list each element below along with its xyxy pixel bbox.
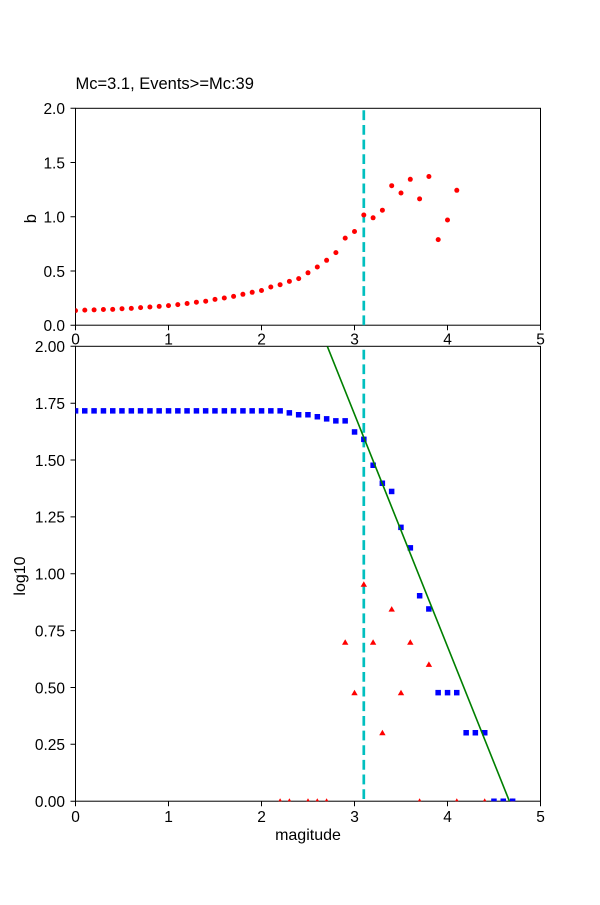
svg-text:4: 4: [443, 809, 452, 826]
svg-text:0: 0: [71, 332, 80, 349]
svg-text:2.00: 2.00: [35, 339, 66, 356]
svg-text:1.5: 1.5: [43, 155, 65, 172]
svg-text:4: 4: [443, 332, 452, 349]
svg-text:magitude: magitude: [275, 827, 341, 844]
svg-text:0.25: 0.25: [35, 737, 65, 754]
svg-text:0.75: 0.75: [35, 623, 65, 640]
svg-text:1: 1: [164, 809, 173, 826]
svg-text:3: 3: [350, 809, 359, 826]
svg-text:1.25: 1.25: [35, 510, 65, 527]
svg-text:1.75: 1.75: [35, 396, 65, 413]
svg-text:0.5: 0.5: [43, 264, 65, 281]
svg-text:5: 5: [536, 809, 545, 826]
svg-text:b: b: [22, 214, 40, 223]
svg-text:0.0: 0.0: [43, 318, 65, 335]
svg-text:0.50: 0.50: [35, 680, 66, 697]
svg-text:1: 1: [164, 332, 173, 349]
svg-text:0: 0: [71, 809, 80, 826]
svg-text:1.00: 1.00: [35, 567, 66, 584]
svg-text:log10: log10: [12, 556, 29, 595]
svg-text:2: 2: [257, 809, 266, 826]
svg-text:Mc=3.1, Events>=Mc:39: Mc=3.1, Events>=Mc:39: [76, 75, 254, 93]
svg-text:3: 3: [350, 332, 359, 349]
svg-text:5: 5: [536, 332, 545, 349]
svg-text:1.0: 1.0: [43, 210, 65, 227]
svg-text:2.0: 2.0: [43, 101, 65, 118]
svg-text:0.00: 0.00: [35, 794, 66, 811]
svg-text:2: 2: [257, 332, 266, 349]
svg-text:1.50: 1.50: [35, 453, 66, 470]
